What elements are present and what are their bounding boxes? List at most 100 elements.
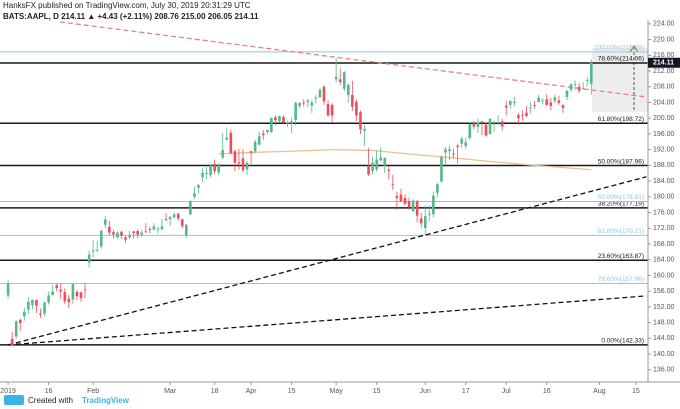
candle-body <box>35 299 38 306</box>
y-tick-label: 148.00 <box>653 319 675 326</box>
candle-body <box>468 124 472 139</box>
candle-body <box>160 226 164 230</box>
candle-body <box>411 200 415 211</box>
candle-body <box>213 163 216 172</box>
trendline <box>8 295 647 346</box>
x-tick-label: Jun <box>420 388 431 395</box>
candle-body <box>322 86 326 102</box>
y-tick-label: 164.00 <box>653 257 675 264</box>
footer-brand[interactable]: TradingView <box>82 396 130 405</box>
fib-label: 100.00%(216.88) <box>594 45 644 52</box>
candle-body <box>237 162 241 164</box>
candle-body <box>274 117 277 121</box>
candle-body <box>488 118 492 134</box>
candle-body <box>253 141 257 152</box>
candle-body <box>152 226 156 230</box>
x-tick-label: Feb <box>87 388 99 395</box>
candle-body <box>379 157 382 161</box>
candle-body <box>205 172 208 175</box>
candle-body <box>249 151 253 153</box>
candle-body <box>95 249 99 251</box>
candle-body <box>557 100 561 103</box>
candle-body <box>27 301 30 310</box>
candle-body <box>148 229 152 230</box>
candle-body <box>79 292 83 299</box>
candle-body <box>504 105 508 108</box>
y-tick-label: 204.00 <box>653 99 675 106</box>
candle-body <box>419 218 423 224</box>
candle-body <box>537 97 540 103</box>
fib-label: 61.80%(198.72) <box>598 116 644 123</box>
x-tick-label: 15 <box>288 388 296 395</box>
candle-body <box>225 137 229 140</box>
candle-body <box>99 231 103 247</box>
candle-body <box>257 136 261 145</box>
candle-body <box>590 62 593 84</box>
candle-body <box>120 231 123 236</box>
candle-body <box>383 157 387 166</box>
y-tick-label: 144.00 <box>653 335 675 342</box>
candle-body <box>359 112 362 130</box>
y-tick-label: 200.00 <box>653 115 675 122</box>
candle-body <box>399 194 403 202</box>
candle-body <box>403 198 407 204</box>
y-tick-label: 136.00 <box>653 367 675 374</box>
x-tick-label: Jul <box>502 388 511 395</box>
candle-body <box>460 138 463 144</box>
x-tick-label: 16 <box>543 388 551 395</box>
candle-body <box>330 104 334 116</box>
candle-body <box>6 283 10 296</box>
candle-body <box>391 184 395 186</box>
candle-body <box>517 115 520 119</box>
x-tick-label: 18 <box>211 388 219 395</box>
candle-body <box>124 237 127 240</box>
candle-body <box>314 97 318 99</box>
x-tick-label: 17 <box>462 388 470 395</box>
last-price-badge <box>648 57 680 68</box>
x-tick-label: 15 <box>632 388 640 395</box>
candle-body <box>23 311 26 317</box>
candle-body <box>168 216 172 220</box>
fib-label: 50.00%(178.81) <box>598 194 644 201</box>
candle-body <box>569 84 573 90</box>
candle-body <box>440 157 443 182</box>
y-tick-label: 176.00 <box>653 209 675 216</box>
candle-body <box>492 123 496 125</box>
x-tick-label: 2019 <box>0 388 16 395</box>
candle-body <box>185 224 188 235</box>
trendline <box>59 21 647 98</box>
candle-body <box>116 232 119 238</box>
candle-body <box>75 291 79 297</box>
candle-body <box>140 232 144 235</box>
candle-body <box>342 72 346 89</box>
candle-body <box>180 219 184 227</box>
header-line2: BATS:AAPL, D 214.11 ▲ +4.43 (+2.11%) 208… <box>3 12 259 21</box>
candle-body <box>55 285 58 289</box>
tv-logo <box>4 395 24 405</box>
x-tick-label: May <box>330 388 344 395</box>
y-tick-label: 224.00 <box>653 21 675 28</box>
candle-body <box>363 129 366 131</box>
candle-body <box>407 201 411 208</box>
candle-body <box>294 102 297 121</box>
candle-body <box>221 150 225 158</box>
candle-body <box>541 100 544 102</box>
candle-body <box>51 291 54 296</box>
y-tick-label: 156.00 <box>653 288 675 295</box>
candle-body <box>423 216 427 228</box>
x-tick-label: 16 <box>45 388 53 395</box>
candle-body <box>367 166 370 175</box>
fib-label: 50.00%(187.96) <box>598 158 644 165</box>
y-tick-label: 180.00 <box>653 194 675 201</box>
candle-body <box>436 184 439 193</box>
candle-body <box>14 321 18 337</box>
candle-body <box>448 149 451 152</box>
candle-body <box>63 291 67 302</box>
candle-body <box>302 102 306 104</box>
candle-body <box>59 289 63 292</box>
candle-body <box>375 159 378 170</box>
y-tick-label: 208.00 <box>653 84 675 91</box>
candle-body <box>144 231 148 233</box>
candle-body <box>91 250 95 252</box>
candle-body <box>553 97 557 101</box>
